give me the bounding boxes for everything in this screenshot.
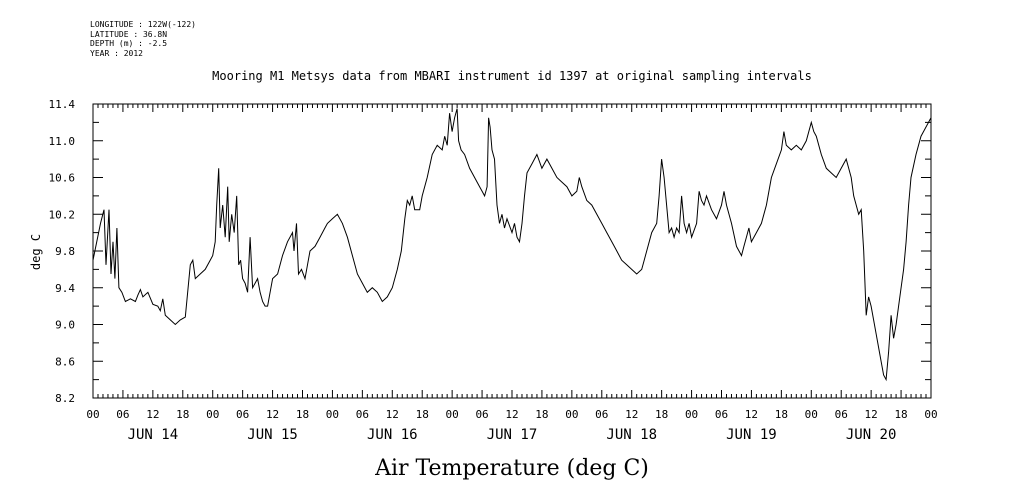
x-tick-label: 12	[865, 408, 878, 421]
x-tick-label: 18	[296, 408, 309, 421]
plot-frame	[92, 103, 932, 399]
day-label: JUN 16	[367, 427, 418, 443]
y-tick-label: 8.6	[55, 355, 75, 368]
y-tick-label: 9.0	[55, 319, 75, 332]
x-tick-label: 12	[266, 408, 279, 421]
latitude-text: LATITUDE : 36.8N	[90, 29, 168, 39]
x-tick-label: 18	[775, 408, 788, 421]
x-tick-label: 06	[475, 408, 488, 421]
x-tick-label: 00	[326, 408, 339, 421]
year-text: YEAR : 2012	[90, 48, 143, 58]
x-tick-label: 06	[595, 408, 608, 421]
x-tick-label: 18	[176, 408, 189, 421]
depth-text: DEPTH (m) : -2.5	[90, 39, 168, 48]
chart-title: Mooring M1 Metsys data from MBARI instru…	[212, 69, 812, 83]
x-tick-label: 12	[625, 408, 638, 421]
y-tick-label: 8.2	[55, 392, 75, 405]
y-axis-label: deg C	[29, 234, 43, 270]
y-tick-label: 9.4	[55, 282, 75, 295]
y-tick-label: 10.6	[49, 172, 76, 185]
x-axis-label: Air Temperature (deg C)	[374, 456, 649, 481]
x-tick-label: 18	[416, 408, 429, 421]
x-tick-label: 06	[835, 408, 848, 421]
x-tick-label: 00	[685, 408, 698, 421]
day-label: JUN 20	[846, 427, 897, 443]
ticks-layer	[92, 103, 932, 399]
x-tick-label: 00	[924, 408, 937, 421]
x-tick-label: 00	[805, 408, 818, 421]
x-tick-label: 00	[565, 408, 578, 421]
longitude-text: LONGITUDE : 122W(-122)	[90, 20, 196, 29]
y-tick-label: 11.4	[49, 98, 76, 111]
x-tick-label: 00	[86, 408, 99, 421]
x-tick-label: 12	[745, 408, 758, 421]
air-temperature-line	[92, 108, 932, 382]
day-label: JUN 15	[247, 427, 298, 443]
day-label: JUN 18	[606, 427, 657, 443]
labels-layer: 00 06 12 18 00 06 12 18 00 06 12 18 00 06 12 18 00 06 12 18…	[49, 98, 938, 443]
x-tick-label: 06	[116, 408, 129, 421]
day-label: JUN 14	[128, 427, 179, 443]
day-label: JUN 19	[726, 427, 777, 443]
x-tick-label: 18	[894, 408, 907, 421]
x-tick-label: 18	[655, 408, 668, 421]
x-tick-label: 12	[505, 408, 518, 421]
y-tick-label: 11.0	[49, 135, 76, 148]
x-tick-label: 06	[715, 408, 728, 421]
metadata-block: LONGITUDE : 122W(-122) LATITUDE : 36.8N …	[90, 20, 196, 58]
x-tick-label: 06	[236, 408, 249, 421]
x-tick-label: 06	[356, 408, 369, 421]
x-tick-label: 00	[206, 408, 219, 421]
y-tick-label: 9.8	[55, 245, 75, 258]
x-tick-label: 12	[386, 408, 399, 421]
day-label: JUN 17	[487, 427, 538, 443]
y-tick-label: 10.2	[49, 208, 76, 221]
x-tick-label: 18	[535, 408, 548, 421]
x-tick-label: 00	[446, 408, 459, 421]
x-tick-label: 12	[146, 408, 159, 421]
